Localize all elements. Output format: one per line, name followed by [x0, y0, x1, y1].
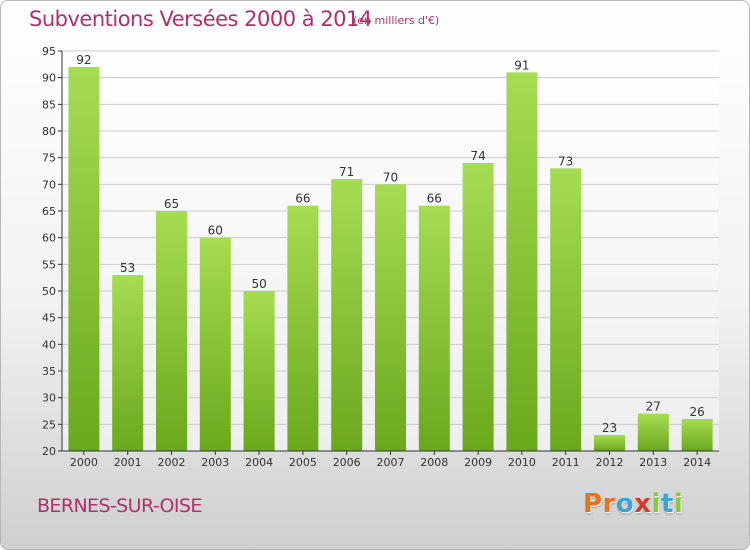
- bar-2011: [550, 168, 582, 452]
- value-label-2006: 71: [339, 165, 354, 179]
- y-tick-label-85: 85: [42, 98, 56, 111]
- logo-letter: i: [673, 489, 684, 519]
- x-tick-label-2004: 2004: [245, 456, 273, 469]
- value-label-2011: 73: [558, 154, 573, 168]
- y-tick-label-70: 70: [42, 178, 56, 191]
- chart-subtitle: (en milliers d'€): [353, 14, 440, 27]
- proxiti-logo: Proxiti: [583, 489, 683, 519]
- value-label-2007: 70: [383, 170, 398, 184]
- value-label-2004: 50: [251, 277, 266, 291]
- y-tick-label-30: 30: [42, 392, 56, 405]
- logo-letter: r: [602, 489, 616, 519]
- commune-name: BERNES-SUR-OISE: [37, 495, 202, 517]
- bar-2010: [506, 72, 538, 451]
- value-label-2012: 23: [602, 421, 617, 435]
- data-labels: 92 53 65 60 50 66 71 70 66 74 91 73 23 27 26: [76, 53, 704, 435]
- x-tick-label-2014: 2014: [683, 456, 711, 469]
- bar-2009: [462, 163, 494, 451]
- bar-2012: [594, 435, 625, 451]
- bar-2002: [156, 211, 187, 451]
- bar-2007: [375, 184, 406, 452]
- x-tick-label-2010: 2010: [508, 456, 536, 469]
- x-tick-label-2001: 2001: [114, 456, 142, 469]
- bar-2000: [68, 67, 100, 451]
- logo-letter: i: [651, 489, 661, 519]
- logo-letter: o: [615, 489, 635, 519]
- bar-2005: [287, 205, 319, 451]
- x-tick-label-2008: 2008: [420, 456, 448, 469]
- bar-2004: [243, 291, 275, 451]
- x-tick-label-2009: 2009: [464, 456, 492, 469]
- x-tick-label-2002: 2002: [158, 456, 186, 469]
- bar-2003: [199, 237, 231, 451]
- value-label-2014: 26: [689, 405, 704, 419]
- bar-2001: [112, 275, 144, 451]
- value-label-2013: 27: [646, 400, 661, 414]
- y-tick-label-25: 25: [42, 418, 56, 431]
- y-tick-label-55: 55: [42, 258, 56, 271]
- x-tick-label-2012: 2012: [596, 456, 624, 469]
- value-label-2001: 53: [120, 261, 135, 275]
- value-label-2005: 66: [295, 192, 310, 206]
- logo-letter: t: [660, 489, 674, 519]
- y-tick-label-95: 95: [42, 45, 56, 58]
- value-label-2002: 65: [164, 197, 179, 211]
- value-label-2000: 92: [76, 53, 91, 67]
- y-tick-label-50: 50: [42, 285, 56, 298]
- y-tick-label-65: 65: [42, 205, 56, 218]
- bars: [68, 67, 713, 452]
- y-tick-label-35: 35: [42, 365, 56, 378]
- x-tick-label-2003: 2003: [201, 456, 229, 469]
- x-tick-label-2013: 2013: [639, 456, 667, 469]
- y-tick-label-90: 90: [42, 72, 56, 85]
- axes: 20 25 30 35 40 45 50 55 60 65 70 75 80 85 90 95 2000 2001…: [42, 45, 719, 469]
- bar-2013: [637, 413, 669, 451]
- y-tick-label-45: 45: [42, 312, 56, 325]
- bar-2008: [418, 205, 450, 451]
- x-tick-label-2007: 2007: [377, 456, 405, 469]
- value-label-2008: 66: [427, 192, 442, 206]
- y-tick-label-60: 60: [42, 232, 56, 245]
- y-tick-label-75: 75: [42, 152, 56, 165]
- value-label-2003: 60: [208, 224, 223, 238]
- chart-title: Subventions Versées 2000 à 2014: [29, 7, 372, 31]
- x-tick-label-2011: 2011: [552, 456, 580, 469]
- value-label-2010: 91: [514, 58, 529, 72]
- y-tick-label-40: 40: [42, 338, 56, 351]
- x-tick-label-2005: 2005: [289, 456, 317, 469]
- y-tick-label-80: 80: [42, 125, 56, 138]
- x-tick-label-2006: 2006: [333, 456, 361, 469]
- bar-chart: 92 53 65 60 50 66 71 70 66 74 91 73 23 27 26 20 25 30 35 4…: [42, 45, 719, 469]
- y-tick-label-20: 20: [42, 445, 56, 458]
- logo-letter: P: [583, 489, 603, 519]
- value-label-2009: 74: [470, 149, 485, 163]
- logo-letter: x: [634, 489, 652, 519]
- x-tick-label-2000: 2000: [70, 456, 98, 469]
- bar-2014: [681, 419, 713, 451]
- bar-2006: [331, 179, 363, 451]
